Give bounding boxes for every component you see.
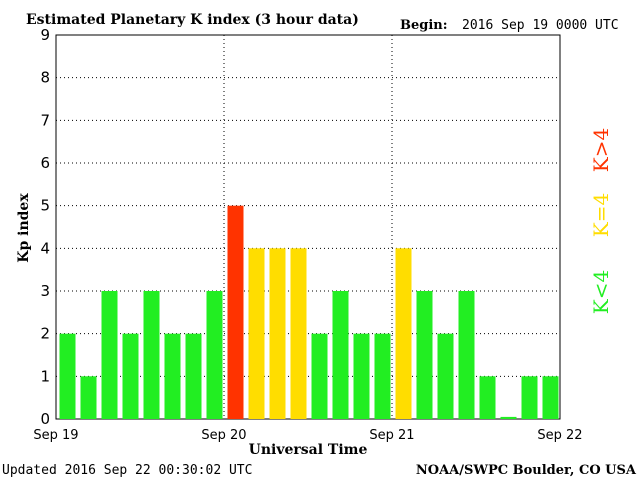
x-axis-label: Universal Time	[249, 442, 368, 458]
chart-title: Estimated Planetary K index (3 hour data…	[26, 12, 359, 28]
legend-high: K>4	[589, 128, 613, 172]
kp-bar	[395, 248, 412, 419]
y-tick-label: 9	[40, 26, 50, 44]
kp-bar	[122, 333, 139, 419]
y-tick-label: 4	[40, 239, 50, 257]
updated-timestamp: Updated 2016 Sep 22 00:30:02 UTC	[2, 463, 252, 478]
y-tick-label: 1	[40, 367, 50, 385]
begin-label: Begin:	[400, 18, 448, 33]
kp-bar	[311, 333, 328, 419]
x-tick-label: Sep 20	[201, 428, 246, 443]
grid-lines	[56, 35, 560, 419]
kp-bar	[437, 333, 454, 419]
y-axis-ticks: 0 1 2 3 4 5 6 7 8 9	[40, 26, 50, 428]
kp-bar	[206, 291, 223, 419]
kp-bar	[521, 376, 538, 419]
begin-value: 2016 Sep 19 0000 UTC	[462, 18, 619, 33]
y-tick-label: 3	[40, 282, 50, 300]
kp-bar	[164, 333, 181, 419]
kp-bar	[479, 376, 496, 419]
y-tick-label: 0	[40, 410, 50, 428]
legend-mid: K=4	[589, 193, 613, 237]
legend-low: K<4	[589, 270, 613, 314]
x-tick-label: Sep 22	[537, 428, 582, 443]
x-axis-ticks: Sep 19 Sep 20 Sep 21 Sep 22	[33, 428, 582, 443]
kp-bar	[227, 205, 244, 419]
kp-bar	[458, 291, 475, 419]
kp-bar	[374, 333, 391, 419]
y-tick-label: 7	[40, 111, 50, 129]
y-tick-label: 8	[40, 69, 50, 87]
kp-bar	[353, 333, 370, 419]
y-tick-label: 5	[40, 197, 50, 215]
y-axis-label: Kp index	[16, 193, 32, 263]
kp-bar	[185, 333, 202, 419]
source-credit: NOAA/SWPC Boulder, CO USA	[416, 463, 637, 478]
kp-bar	[143, 291, 160, 419]
kp-bar	[416, 291, 433, 419]
plot-area	[55, 34, 561, 420]
x-tick-label: Sep 21	[369, 428, 414, 443]
kp-bar	[500, 416, 517, 419]
kp-bar	[248, 248, 265, 419]
y-tick-label: 6	[40, 154, 50, 172]
kp-bar	[101, 291, 118, 419]
kp-bar	[290, 248, 307, 419]
y-tick-label: 2	[40, 325, 50, 343]
x-tick-label: Sep 19	[33, 428, 78, 443]
kp-bar	[80, 376, 97, 419]
kp-bar	[59, 333, 76, 419]
kp-bar	[332, 291, 349, 419]
kp-bar	[269, 248, 286, 419]
kp-bar	[542, 376, 559, 419]
bars	[59, 205, 559, 419]
